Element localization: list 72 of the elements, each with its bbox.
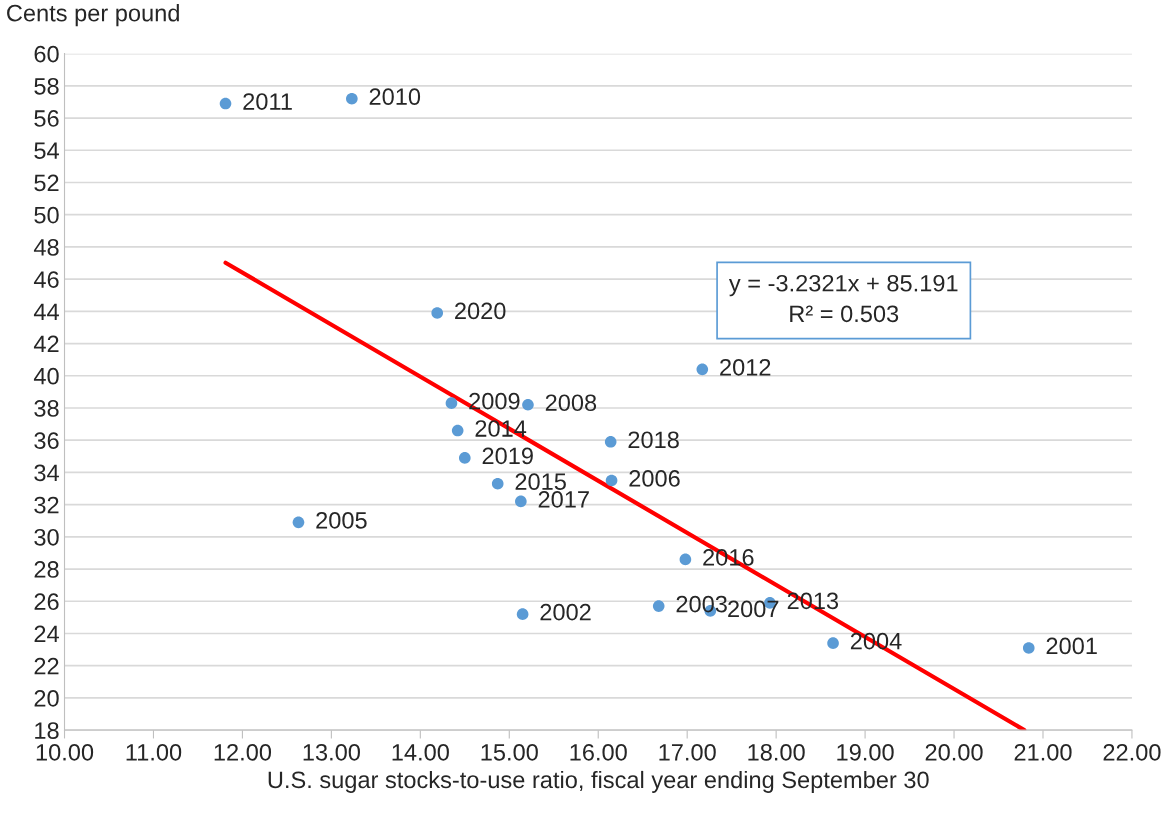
y-tick-label: 46: [33, 271, 59, 288]
point: [605, 474, 618, 487]
y-tick-label: 38: [34, 400, 59, 417]
x-tick-label: 13.00: [303, 743, 360, 761]
annotation: 2002: [540, 603, 591, 621]
x-tick-label: 10.00: [36, 743, 94, 761]
annotation: 2018: [628, 431, 679, 449]
x-tick-label: 15.00: [481, 743, 538, 761]
point: [516, 608, 529, 620]
point: [696, 363, 709, 376]
y-tick-label: 18: [35, 722, 59, 739]
y-tick-label: 44: [33, 303, 59, 320]
point: [219, 97, 232, 110]
y-axis-title: Cents per pound: [7, 4, 179, 27]
point: [458, 452, 471, 464]
annotation: 2010: [369, 88, 421, 106]
annotation: 2001: [1046, 637, 1097, 655]
point: [431, 307, 444, 319]
y-tick-label: 28: [34, 561, 59, 578]
x-tick-label: 12.00: [214, 743, 272, 761]
x-tick-label: 22.00: [1103, 743, 1161, 761]
x-tick-label: 20.00: [925, 743, 983, 761]
y-tick-label: 54: [34, 142, 59, 160]
annotation: 2012: [720, 358, 771, 376]
annotation: 2020: [455, 302, 506, 320]
y-tick-label: 24: [34, 625, 59, 643]
annotation: 2011: [243, 93, 292, 110]
annotation: 2015: [515, 473, 566, 491]
y-tick-label: 26: [34, 593, 59, 611]
point: [652, 600, 665, 612]
annotation: 2019: [482, 447, 533, 465]
x-tick-label: 18.00: [748, 743, 805, 761]
annotation: 2007: [728, 600, 779, 618]
x-tick-label: 19.00: [837, 743, 894, 761]
y-tick-label: 40: [33, 367, 59, 385]
annotation: y = -3.2321x + 85.191 R² = 0.503: [728, 274, 958, 323]
y-tick-label: 50: [34, 206, 59, 224]
point: [515, 495, 527, 508]
annotation: 2005: [316, 511, 367, 529]
annotation: 2003: [676, 595, 727, 613]
point: [522, 398, 534, 411]
point: [292, 516, 305, 529]
y-tick-label: 58: [34, 77, 59, 95]
point: [1022, 642, 1035, 654]
y-tick-label: 32: [34, 496, 59, 514]
point: [451, 424, 464, 437]
annotation: 2008: [545, 394, 597, 412]
point: [604, 436, 617, 448]
y-tick-label: 30: [34, 528, 59, 546]
y-tick-label: 42: [33, 335, 59, 353]
y-tick-label: 34: [34, 464, 59, 482]
y-tick-label: 52: [34, 174, 59, 192]
y-tick-label: 22: [34, 657, 59, 675]
annotation: 2006: [629, 470, 680, 487]
x-tick-label: 17.00: [659, 743, 716, 761]
point: [445, 397, 458, 409]
x-tick-label: 21.00: [1014, 743, 1072, 761]
x-axis-title: U.S. sugar stocks-to-use ratio, fiscal year ending September 30: [268, 770, 929, 793]
y-tick-label: 48: [33, 238, 59, 256]
y-tick-label: 60: [34, 45, 59, 63]
x-tick-label: 16.00: [570, 743, 627, 761]
y-tick-label: 36: [34, 432, 59, 449]
x-tick-label: 14.00: [392, 743, 449, 761]
annotation: 2017: [538, 491, 589, 508]
y-tick-label: 20: [34, 689, 59, 707]
annotation: 2009: [469, 392, 520, 410]
point: [346, 92, 358, 105]
point: [679, 553, 692, 566]
y-tick-label: 56: [34, 110, 59, 127]
x-tick-label: 11.00: [126, 743, 182, 761]
point: [827, 637, 839, 649]
point: [491, 477, 504, 490]
